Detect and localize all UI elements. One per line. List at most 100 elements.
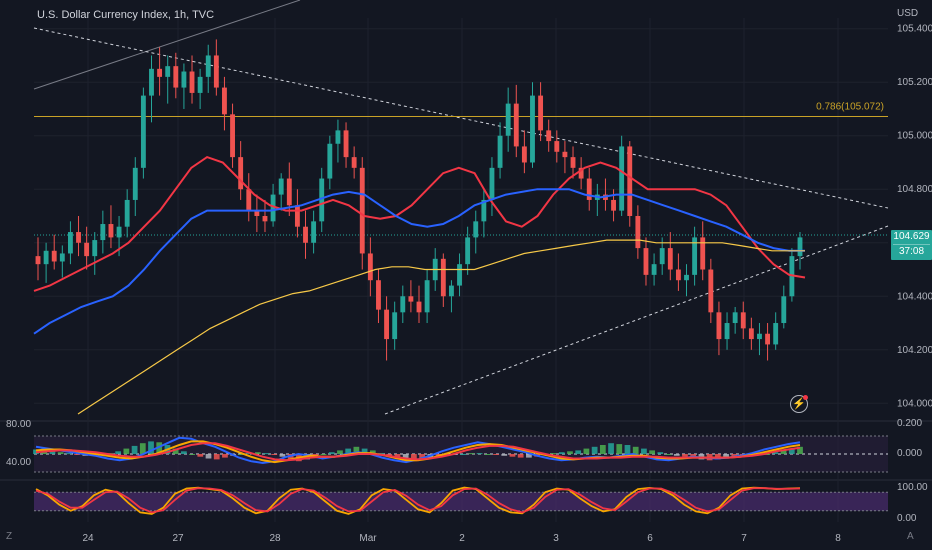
candle-body[interactable] (635, 216, 641, 249)
candle-body[interactable] (578, 167, 584, 179)
price-pane[interactable]: 0.786(105.072) (33, 0, 889, 415)
candle-body[interactable] (238, 157, 244, 190)
candle-body[interactable] (124, 199, 130, 227)
candle-body[interactable] (627, 146, 633, 216)
candle-body[interactable] (43, 250, 49, 265)
candle-body[interactable] (740, 312, 746, 329)
candle-body[interactable] (505, 103, 511, 136)
candle-body[interactable] (457, 264, 462, 286)
candle-body[interactable] (51, 250, 57, 262)
candle-body[interactable] (254, 210, 260, 216)
candle-body[interactable] (116, 226, 122, 238)
candle-body[interactable] (716, 312, 722, 340)
candle-body[interactable] (416, 301, 422, 313)
candle-body[interactable] (748, 328, 754, 340)
candle-body[interactable] (351, 157, 357, 168)
candle-body[interactable] (92, 240, 98, 257)
candle-body[interactable] (659, 248, 665, 265)
candle-body[interactable] (165, 66, 171, 77)
candle-body[interactable] (359, 167, 365, 254)
candle-body[interactable] (278, 178, 284, 195)
timezone-icon[interactable]: Z (6, 531, 13, 542)
candle-body[interactable] (562, 151, 568, 158)
candle-body[interactable] (481, 199, 487, 222)
lightning-icon[interactable]: ⚡ (790, 395, 808, 413)
candle-body[interactable] (513, 103, 519, 147)
candle-body[interactable] (586, 178, 592, 200)
candle-body[interactable] (132, 167, 138, 200)
candle-body[interactable] (286, 178, 292, 206)
candle-body[interactable] (675, 269, 681, 281)
candle-body[interactable] (335, 130, 341, 144)
candle-body[interactable] (294, 205, 300, 227)
candle-body[interactable] (376, 280, 381, 310)
candle-body[interactable] (732, 312, 738, 324)
candle-body[interactable] (157, 68, 163, 77)
candle-body[interactable] (489, 167, 495, 200)
candle-body[interactable] (384, 309, 390, 340)
candle-body[interactable] (319, 178, 325, 222)
candle-body[interactable] (270, 194, 276, 222)
candle-body[interactable] (667, 248, 673, 270)
candle-body[interactable] (67, 232, 73, 254)
candle-body[interactable] (100, 224, 106, 241)
candle-body[interactable] (448, 285, 454, 297)
candle-body[interactable] (108, 224, 114, 238)
candle-body[interactable] (684, 274, 689, 281)
candle-body[interactable] (149, 68, 154, 96)
candle-body[interactable] (570, 157, 576, 168)
candle-body[interactable] (343, 130, 349, 158)
candle-body[interactable] (440, 258, 446, 297)
candle-body[interactable] (538, 95, 544, 131)
candle-body[interactable] (400, 296, 406, 313)
candle-body[interactable] (230, 114, 235, 158)
candle-body[interactable] (84, 242, 90, 257)
candle-body[interactable] (781, 296, 787, 324)
candle-body[interactable] (367, 253, 373, 281)
oscillator-pane[interactable] (33, 435, 888, 473)
candle-body[interactable] (521, 146, 527, 163)
candle-body[interactable] (611, 199, 616, 211)
candle-body[interactable] (643, 248, 649, 275)
candle-body[interactable] (35, 256, 41, 265)
candle-body[interactable] (530, 95, 535, 163)
candle-body[interactable] (554, 141, 560, 152)
candle-body[interactable] (692, 237, 698, 275)
candle-body[interactable] (262, 216, 268, 222)
candle-body[interactable] (140, 95, 146, 168)
candle-body[interactable] (546, 130, 552, 142)
candle-body[interactable] (708, 269, 714, 313)
candle-body[interactable] (424, 280, 430, 313)
candle-body[interactable] (197, 76, 203, 93)
candle-body[interactable] (311, 221, 317, 243)
candle-body[interactable] (173, 66, 179, 88)
candle-body[interactable] (773, 323, 779, 345)
auto-scale-icon[interactable]: A (907, 531, 914, 542)
candle-body[interactable] (757, 333, 762, 340)
candle-body[interactable] (651, 264, 657, 275)
candle-body[interactable] (181, 71, 187, 88)
upper-channel-line (33, 0, 301, 90)
candle-body[interactable] (619, 146, 625, 211)
candle-body[interactable] (408, 296, 414, 302)
candle-body[interactable] (327, 143, 333, 179)
candle-body[interactable] (465, 237, 471, 265)
stochastic-pane[interactable] (34, 486, 888, 515)
candle-body[interactable] (765, 333, 771, 345)
candle-body[interactable] (473, 221, 479, 238)
time-axis[interactable]: 24 27 28 Mar 2 3 6 7 8 (82, 533, 841, 544)
candle-body[interactable] (246, 189, 252, 211)
candle-body[interactable] (59, 253, 65, 262)
candle-body[interactable] (205, 55, 211, 77)
candle-body[interactable] (303, 226, 308, 243)
candle-body[interactable] (189, 71, 195, 93)
candle-body[interactable] (76, 232, 81, 243)
candle-body[interactable] (797, 237, 803, 257)
candle-body[interactable] (213, 55, 219, 88)
candle-body[interactable] (700, 237, 706, 270)
candle-body[interactable] (497, 135, 503, 168)
candle-body[interactable] (222, 87, 227, 115)
candle-body[interactable] (724, 323, 730, 340)
candle-body[interactable] (392, 312, 398, 340)
